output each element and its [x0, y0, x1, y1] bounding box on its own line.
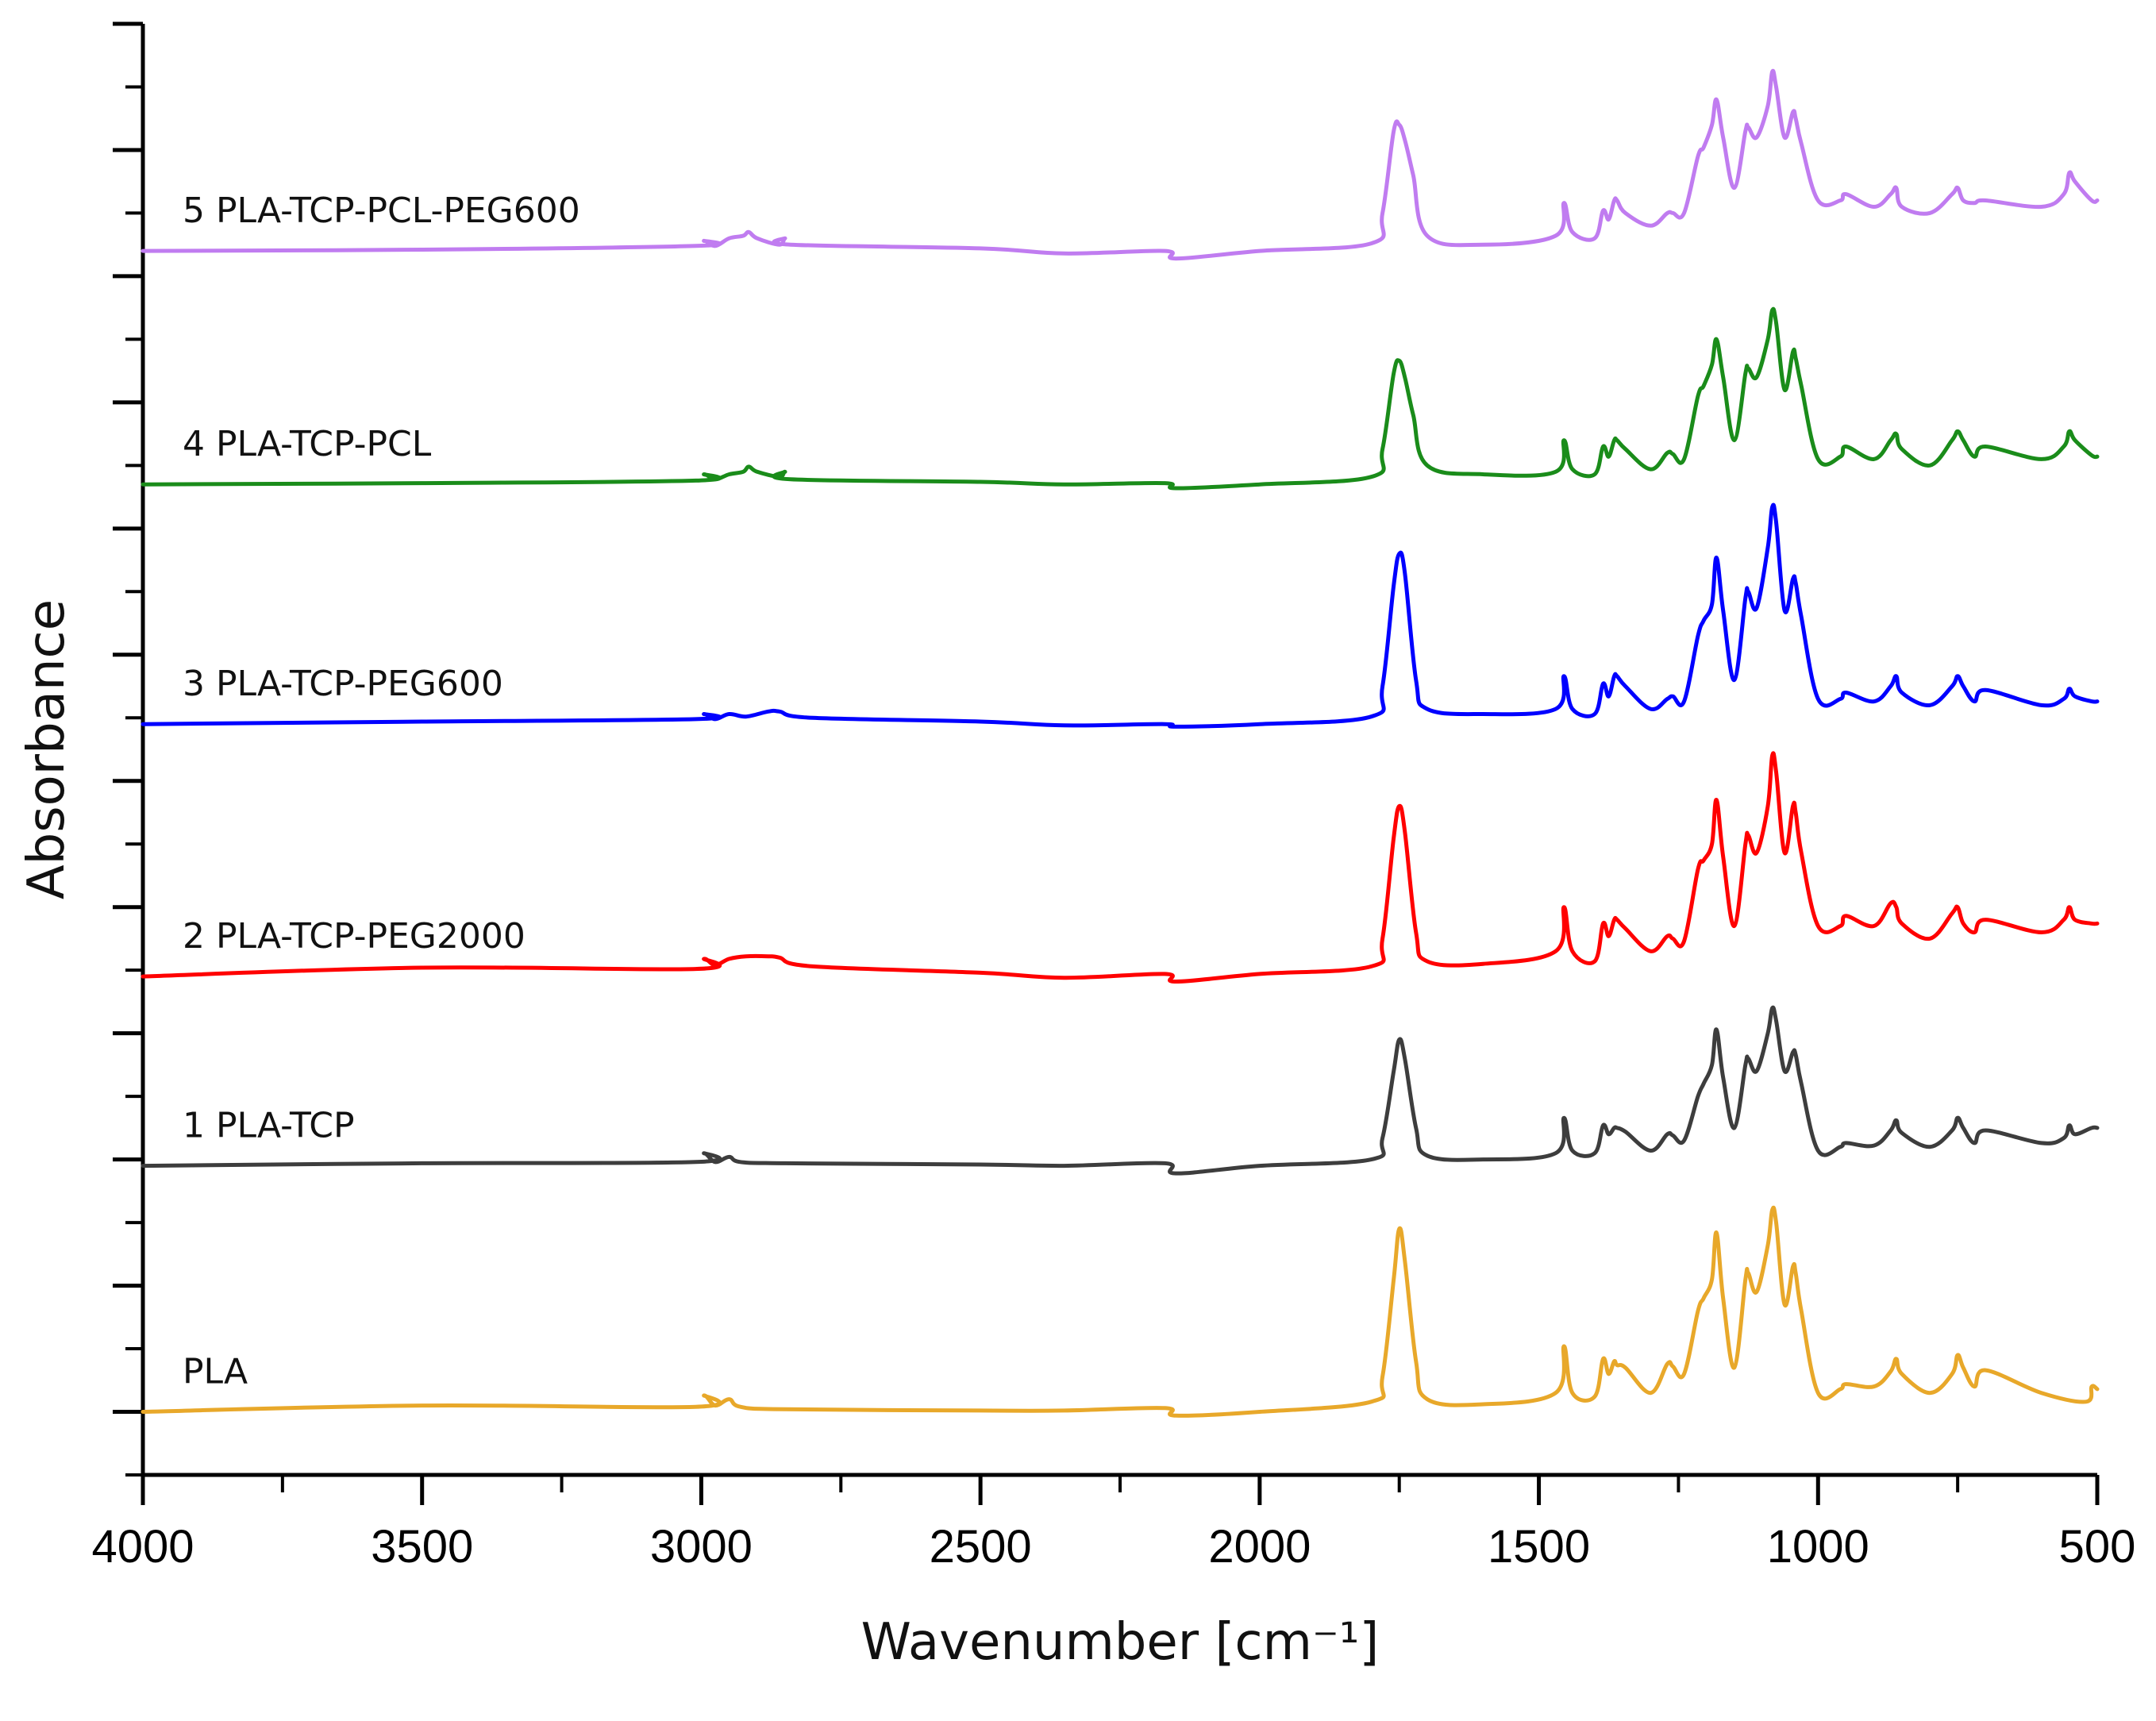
y-axis-title: Absorbance: [17, 599, 76, 899]
series-label: 5 PLA-TCP-PCL-PEG600: [183, 191, 580, 231]
x-tick-label: 4000: [91, 1521, 194, 1573]
series-line-4: [141, 306, 2100, 491]
x-ticks: 4000 3500 3000 2500 2000 1500 1000 500: [91, 1475, 2135, 1573]
series-label: 4 PLA-TCP-PCL: [183, 424, 432, 464]
series-lines: [141, 68, 2100, 1418]
series-line-pla: [141, 1205, 2100, 1418]
x-tick-label: 2000: [1208, 1521, 1311, 1573]
x-tick-label: 2500: [930, 1521, 1032, 1573]
x-tick-label: 1000: [1767, 1521, 1869, 1573]
series-label: 3 PLA-TCP-PEG600: [183, 664, 503, 704]
series-label: 2 PLA-TCP-PEG2000: [183, 916, 526, 957]
x-tick-label: 500: [2059, 1521, 2136, 1573]
x-tick-label: 1500: [1488, 1521, 1590, 1573]
axes: 4000 3500 3000 2500 2000 1500 1000 500: [91, 21, 2135, 1573]
series-label: PLA: [183, 1352, 248, 1392]
x-tick-label: 3500: [371, 1521, 473, 1573]
series-label: 1 PLA-TCP: [183, 1106, 355, 1146]
y-ticks: [113, 21, 143, 1477]
series-line-3: [141, 502, 2100, 729]
x-tick-label: 3000: [650, 1521, 753, 1573]
series-line-2: [141, 751, 2100, 984]
series-labels: PLA 1 PLA-TCP 2 PLA-TCP-PEG2000 3 PLA-TCP-P…: [183, 191, 580, 1392]
x-axis-title: Wavenumber [cm⁻¹]: [861, 1613, 1380, 1672]
series-line-5: [141, 68, 2100, 261]
series-line-1: [141, 1005, 2100, 1176]
